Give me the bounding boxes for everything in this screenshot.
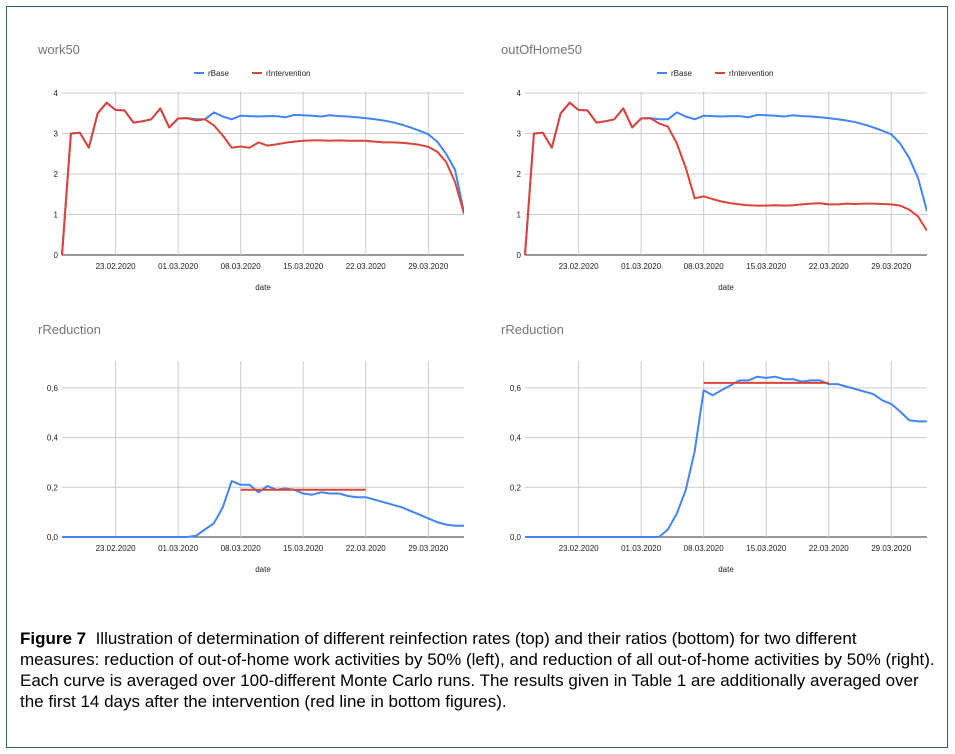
legend-label-0: rBase	[208, 69, 229, 78]
x-tick-label: 29.03.2020	[871, 544, 912, 553]
chart-legend: rBase rIntervention	[194, 69, 310, 78]
x-tick-label: 23.02.2020	[559, 262, 600, 271]
y-tick-label: 0,2	[47, 483, 59, 492]
y-tick-label: 0,4	[47, 434, 59, 443]
x-tick-label: 08.03.2020	[684, 544, 725, 553]
x-tick-label: 15.03.2020	[746, 544, 787, 553]
y-tick-label: 0	[54, 251, 59, 260]
x-tick-label: 01.03.2020	[621, 544, 662, 553]
x-tick-label: 08.03.2020	[684, 262, 725, 271]
figure-frame	[6, 6, 948, 748]
y-tick-label: 0,6	[510, 384, 522, 393]
x-tick-label: 01.03.2020	[621, 262, 662, 271]
x-tick-label: 22.03.2020	[809, 262, 850, 271]
series-line-0	[525, 375, 927, 538]
chart-title: outOfHome50	[501, 42, 582, 57]
x-tick-label: 29.03.2020	[408, 544, 449, 553]
chart-svg: rReduction 0,0 0,2 0,4 0,6 23.02.2020 01.03.20…	[38, 322, 464, 574]
y-tick-label: 3	[54, 130, 59, 139]
x-tick-label: 23.02.2020	[96, 544, 137, 553]
x-axis-label: date	[255, 565, 271, 574]
x-tick-label: 22.03.2020	[809, 544, 850, 553]
x-axis-label: date	[718, 565, 734, 574]
chart-rreduction-right: rReduction 0,0 0,2 0,4 0,6 23.02.2020 01.03.20…	[497, 318, 927, 578]
x-tick-label: 22.03.2020	[346, 544, 387, 553]
chart-legend: rBase rIntervention	[657, 69, 773, 78]
chart-rreduction-left: rReduction 0,0 0,2 0,4 0,6 23.02.2020 01.03.20…	[34, 318, 464, 578]
y-tick-label: 4	[517, 89, 522, 98]
y-tick-label: 2	[54, 170, 59, 179]
chart-title: rReduction	[38, 322, 101, 337]
x-tick-label: 29.03.2020	[408, 262, 449, 271]
legend-label-1: rIntervention	[266, 69, 310, 78]
figure-caption: Figure 7 Illustration of determination o…	[20, 628, 940, 712]
chart-outofhome50: outOfHome50 rBase rIntervention 0 1 2 3 4 23.02.…	[497, 38, 927, 298]
y-tick-label: 1	[517, 211, 522, 220]
x-tick-label: 15.03.2020	[746, 262, 787, 271]
chart-title: work50	[37, 42, 80, 57]
y-tick-label: 0,2	[510, 483, 522, 492]
series-line-rBase	[524, 101, 927, 256]
y-tick-label: 0,6	[47, 384, 59, 393]
x-axis-label: date	[718, 283, 734, 292]
chart-work50: work50 rBase rIntervention 0 1 2 3 4 23.02.2020 0…	[34, 38, 464, 298]
x-tick-label: 15.03.2020	[283, 262, 324, 271]
y-tick-label: 0,0	[47, 533, 59, 542]
x-tick-label: 01.03.2020	[158, 544, 199, 553]
y-tick-label: 0	[517, 251, 522, 260]
chart-svg: rReduction 0,0 0,2 0,4 0,6 23.02.2020 01.03.20…	[501, 322, 927, 574]
y-tick-label: 4	[54, 89, 59, 98]
series-line-rBase	[61, 101, 464, 256]
y-tick-label: 1	[54, 211, 59, 220]
x-tick-label: 08.03.2020	[221, 544, 262, 553]
chart-svg: outOfHome50 rBase rIntervention 0 1 2 3 4 23.02.…	[501, 42, 927, 292]
legend-label-1: rIntervention	[729, 69, 773, 78]
x-axis-label: date	[255, 283, 271, 292]
y-tick-label: 2	[517, 170, 522, 179]
caption-label: Figure 7	[20, 629, 87, 648]
y-tick-label: 0,0	[510, 533, 522, 542]
series-line-rIntervention	[61, 101, 464, 256]
legend-label-0: rBase	[671, 69, 692, 78]
chart-title: rReduction	[501, 322, 564, 337]
x-tick-label: 29.03.2020	[871, 262, 912, 271]
x-tick-label: 23.02.2020	[559, 544, 600, 553]
x-tick-label: 23.02.2020	[96, 262, 137, 271]
chart-svg: work50 rBase rIntervention 0 1 2 3 4 23.02.2020 0…	[37, 42, 464, 292]
x-tick-label: 08.03.2020	[221, 262, 262, 271]
y-tick-label: 0,4	[510, 434, 522, 443]
x-tick-label: 01.03.2020	[158, 262, 199, 271]
x-tick-label: 15.03.2020	[283, 544, 324, 553]
caption-text: Illustration of determination of differe…	[20, 629, 935, 711]
series-line-rIntervention	[524, 101, 927, 256]
y-tick-label: 3	[517, 130, 522, 139]
x-tick-label: 22.03.2020	[346, 262, 387, 271]
